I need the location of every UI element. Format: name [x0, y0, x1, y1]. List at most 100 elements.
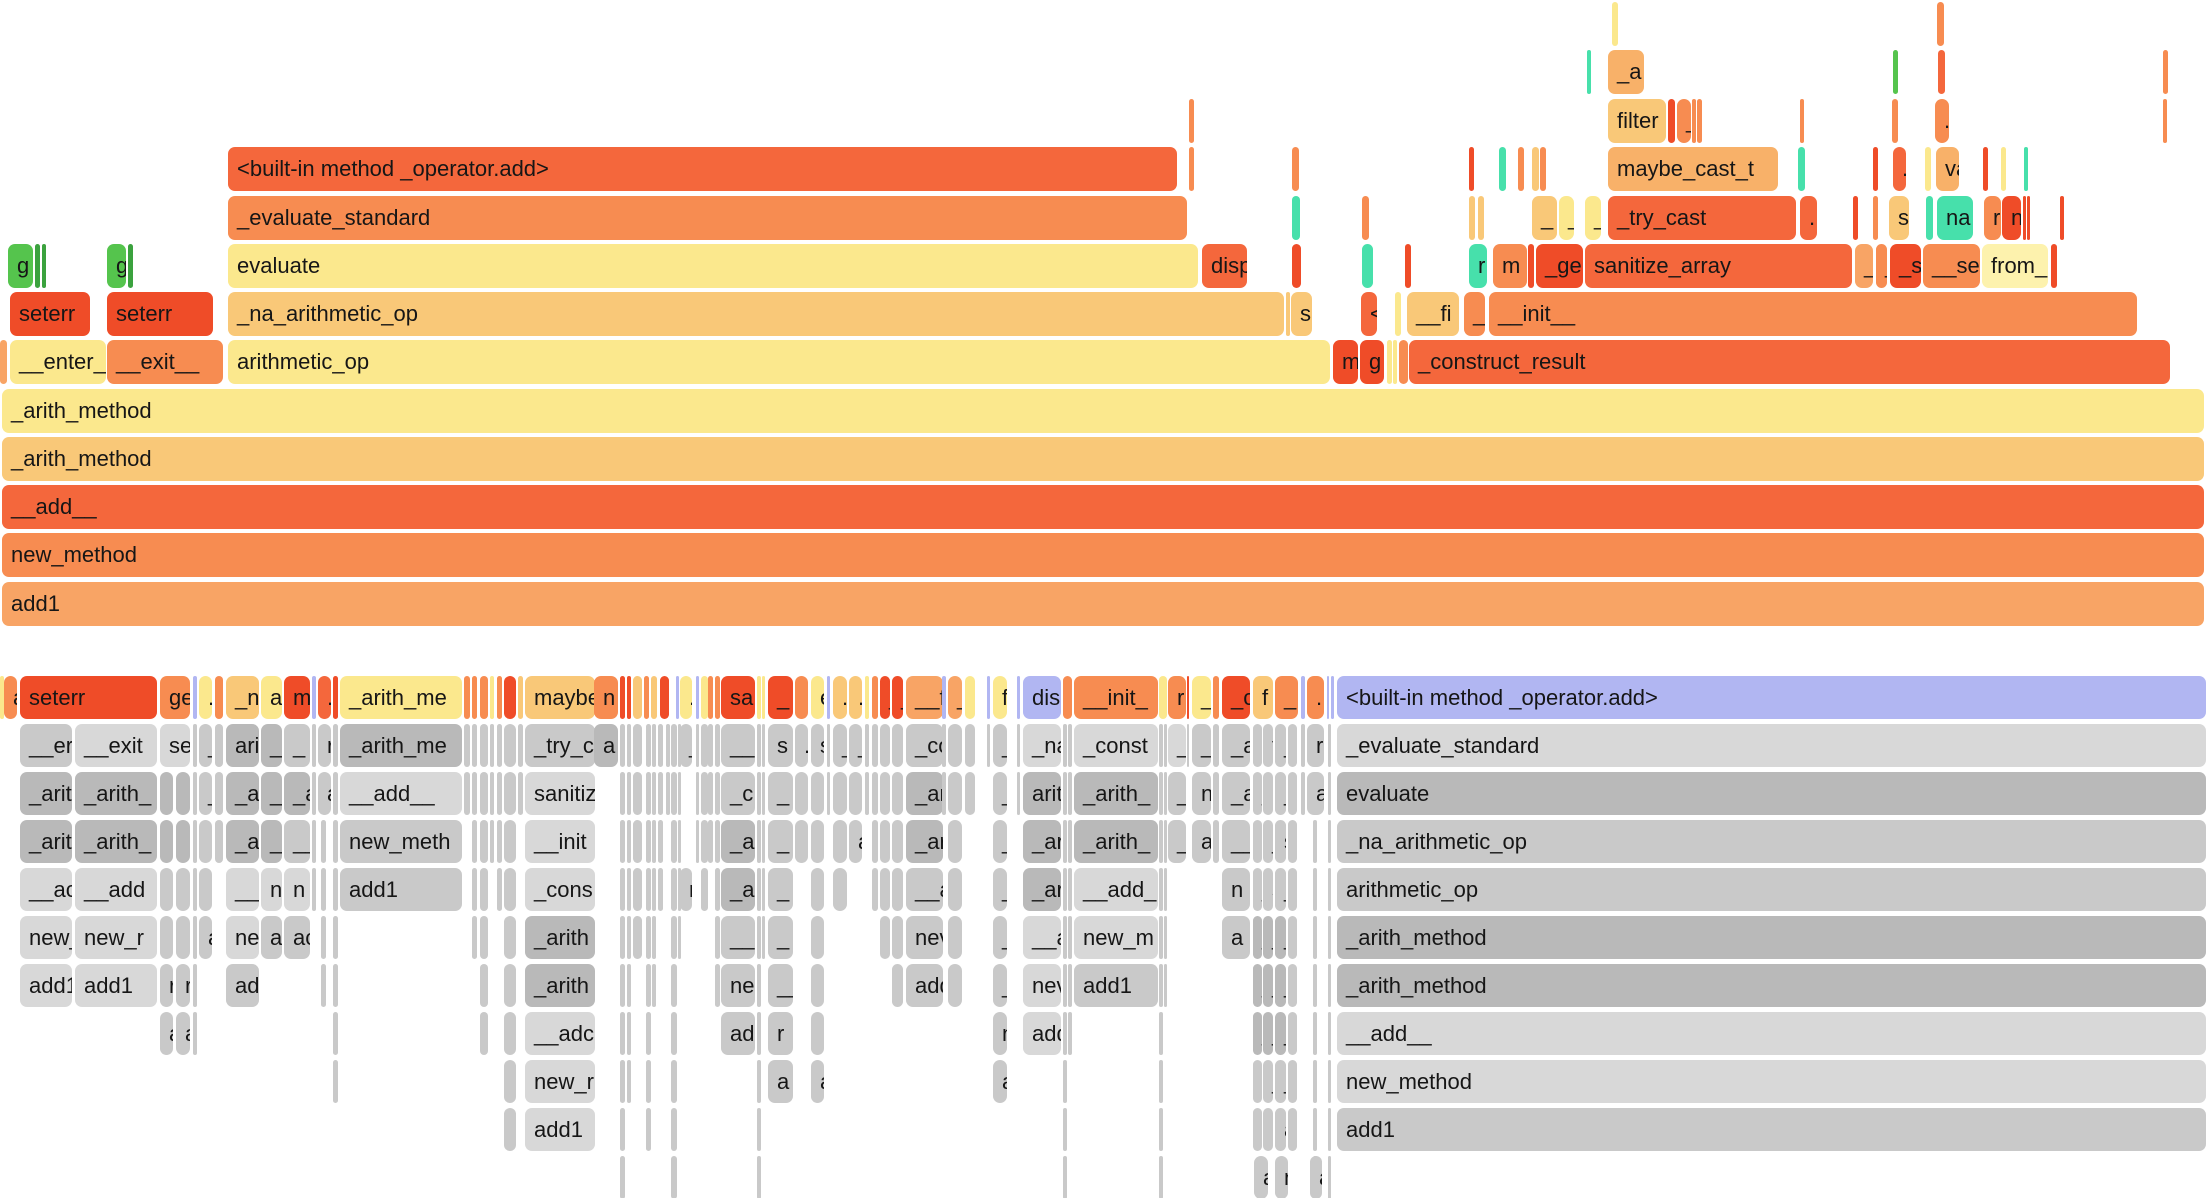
caller-frame-cell[interactable] [160, 820, 173, 863]
caller-frame-cell[interactable]: __adc [525, 1012, 595, 1055]
frame-bar[interactable] [1873, 147, 1878, 191]
caller-frame-cell[interactable]: r [680, 868, 692, 911]
caller-frame-sliver[interactable] [1159, 1108, 1163, 1151]
caller-frame-cell[interactable]: _evaluate_standard [1337, 724, 2206, 767]
caller-column-header[interactable] [651, 676, 657, 719]
caller-frame-sliver[interactable] [490, 724, 494, 767]
caller-column-header[interactable] [333, 676, 338, 719]
frame-bar[interactable]: . [1800, 196, 1817, 240]
caller-frame-cell[interactable]: _ [768, 820, 793, 863]
caller-frame-cell[interactable]: new_r [75, 916, 157, 959]
frame-bar[interactable]: . [1399, 340, 1408, 384]
caller-frame-cell[interactable]: a [318, 772, 331, 815]
caller-column-header[interactable]: _ [948, 676, 962, 719]
frame-bar[interactable]: add1 [2, 582, 2204, 626]
frame-bar[interactable]: maybe_cast_t [1608, 147, 1778, 191]
caller-frame-cell[interactable] [176, 820, 190, 863]
caller-frame-cell[interactable]: a [1253, 1108, 1262, 1151]
caller-frame-sliver[interactable] [715, 772, 720, 815]
caller-frame-cell[interactable]: __add__ [1337, 1012, 2206, 1055]
caller-frame-sliver[interactable] [1063, 964, 1067, 1007]
frame-bar[interactable]: evaluate [228, 244, 1198, 288]
caller-frame-sliver[interactable] [627, 964, 631, 1007]
caller-frame-cell[interactable]: n [284, 868, 310, 911]
frame-bar[interactable] [1800, 99, 1804, 143]
caller-frame-cell[interactable]: __ [1222, 820, 1250, 863]
caller-frame-cell[interactable] [849, 772, 862, 815]
caller-frame-sliver[interactable] [333, 820, 338, 863]
caller-frame-sliver[interactable] [646, 724, 651, 767]
caller-frame-cell[interactable]: _ [1275, 868, 1286, 911]
caller-frame-sliver[interactable] [872, 772, 878, 815]
caller-frame-cell[interactable]: _na_arithmetic_op [1337, 820, 2206, 863]
frame-bar[interactable] [35, 244, 40, 288]
caller-column-header[interactable]: _ [892, 676, 903, 719]
frame-bar[interactable]: g [8, 244, 33, 288]
caller-frame-sliver[interactable] [497, 820, 502, 863]
frame-bar[interactable] [2051, 244, 2057, 288]
caller-frame-sliver[interactable] [193, 820, 197, 863]
caller-frame-sliver[interactable] [811, 1012, 824, 1055]
caller-frame-sliver[interactable] [1164, 772, 1167, 815]
caller-frame-sliver[interactable] [715, 964, 720, 1007]
caller-column-header[interactable] [504, 676, 516, 719]
caller-column-header[interactable]: . [1307, 676, 1324, 719]
caller-frame-sliver[interactable] [1288, 1012, 1297, 1055]
frame-bar[interactable]: na [1937, 196, 1973, 240]
caller-frame-cell[interactable]: s [768, 724, 793, 767]
frame-bar[interactable] [1532, 147, 1539, 191]
caller-frame-sliver[interactable] [480, 772, 488, 815]
caller-column-header[interactable] [715, 676, 720, 719]
caller-frame-cell[interactable]: ad [721, 1012, 755, 1055]
caller-frame-sliver[interactable] [1313, 1108, 1317, 1151]
caller-frame-cell[interactable]: _ [1275, 1060, 1286, 1103]
caller-frame-sliver[interactable] [948, 772, 962, 815]
caller-frame-sliver[interactable] [708, 820, 713, 863]
caller-frame-sliver[interactable] [472, 724, 477, 767]
frame-bar[interactable] [0, 340, 7, 384]
caller-frame-cell[interactable]: _c [721, 772, 755, 815]
caller-frame-cell[interactable]: _arith_me [340, 724, 462, 767]
caller-frame-cell[interactable]: r [318, 724, 331, 767]
caller-frame-cell[interactable]: _a [226, 772, 259, 815]
caller-frame-sliver[interactable] [1313, 1156, 1317, 1198]
caller-frame-sliver[interactable] [333, 1060, 338, 1103]
caller-frame-cell[interactable]: _arith_ [75, 820, 157, 863]
caller-frame-sliver[interactable] [1288, 1060, 1297, 1103]
caller-frame-sliver[interactable] [671, 1012, 677, 1055]
caller-frame-cell[interactable]: _ [1275, 916, 1286, 959]
caller-frame-sliver[interactable] [620, 820, 625, 863]
caller-frame-sliver[interactable] [701, 868, 708, 911]
caller-column-header[interactable] [1159, 676, 1167, 719]
caller-frame-cell[interactable] [160, 916, 173, 959]
caller-frame-sliver[interactable] [472, 820, 477, 863]
caller-frame-sliver[interactable] [633, 724, 642, 767]
caller-frame-cell[interactable]: r [768, 1012, 793, 1055]
caller-column-header[interactable]: . [849, 676, 862, 719]
caller-column-header[interactable] [464, 676, 470, 719]
frame-bar[interactable]: r [1984, 196, 2001, 240]
caller-frame-cell[interactable]: evaluate [1337, 772, 2206, 815]
caller-frame-sliver[interactable] [312, 868, 316, 911]
caller-frame-sliver[interactable] [1164, 868, 1167, 911]
caller-frame-cell[interactable]: _ [680, 724, 692, 767]
frame-bar[interactable]: _ge [1536, 244, 1583, 288]
caller-frame-cell[interactable]: _co [906, 724, 943, 767]
caller-frame-cell[interactable]: a [199, 916, 212, 959]
caller-column-header[interactable]: sa [721, 676, 755, 719]
caller-frame-sliver[interactable] [620, 964, 625, 1007]
caller-frame-sliver[interactable] [666, 772, 670, 815]
caller-frame-cell[interactable]: a [160, 1012, 173, 1055]
caller-frame-sliver[interactable] [1187, 724, 1189, 767]
frame-bar[interactable]: _arith_method [2, 389, 2204, 433]
caller-frame-cell[interactable]: r [176, 964, 190, 1007]
caller-frame-sliver[interactable] [811, 820, 824, 863]
caller-frame-cell[interactable]: _ [199, 724, 212, 767]
caller-frame-cell[interactable]: _ [768, 868, 793, 911]
caller-frame-cell[interactable]: new_r [525, 1060, 595, 1103]
frame-bar[interactable] [2163, 99, 2167, 143]
frame-bar[interactable]: _ [1559, 196, 1574, 240]
caller-frame-sliver[interactable] [1068, 868, 1072, 911]
caller-column-header[interactable] [193, 676, 197, 719]
caller-frame-sliver[interactable] [620, 1060, 625, 1103]
